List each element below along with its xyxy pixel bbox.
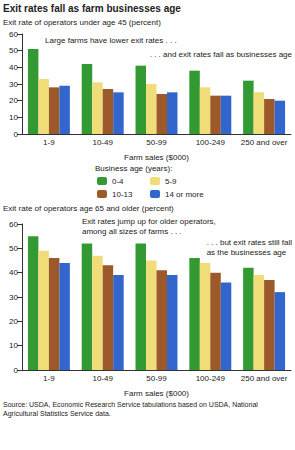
svg-text:100-249: 100-249 xyxy=(196,138,226,147)
svg-text:60: 60 xyxy=(9,220,18,229)
svg-text:5-9: 5-9 xyxy=(165,177,177,186)
svg-text:50-99: 50-99 xyxy=(146,374,167,383)
svg-text:1-9: 1-9 xyxy=(43,138,55,147)
svg-text:1-9: 1-9 xyxy=(43,374,55,383)
svg-text:20: 20 xyxy=(9,96,18,105)
svg-text:10-49: 10-49 xyxy=(92,138,113,147)
svg-text:Business age (years):: Business age (years): xyxy=(95,164,172,173)
svg-text:10: 10 xyxy=(9,341,18,350)
svg-text:Exit rate of operators under a: Exit rate of operators under age 45 (per… xyxy=(3,18,161,27)
svg-text:0: 0 xyxy=(14,130,19,139)
svg-text:0: 0 xyxy=(14,366,19,375)
svg-text:40: 40 xyxy=(9,268,18,277)
svg-text:Large farms have lower exit ra: Large farms have lower exit rates . . . xyxy=(45,36,177,45)
svg-text:40: 40 xyxy=(9,63,18,72)
svg-text:50: 50 xyxy=(9,244,18,253)
svg-text:Exit rates fall as farm busine: Exit rates fall as farm businesses age xyxy=(3,3,181,14)
svg-text:10-49: 10-49 xyxy=(92,374,113,383)
svg-text:30: 30 xyxy=(9,80,18,89)
svg-text:Source: USDA, Economic Researc: Source: USDA, Economic Research Service … xyxy=(3,401,260,408)
svg-text:10-13: 10-13 xyxy=(112,190,133,199)
svg-text:30: 30 xyxy=(9,293,18,302)
svg-text:250 and over: 250 and over xyxy=(241,374,288,383)
svg-text:50-99: 50-99 xyxy=(146,138,167,147)
svg-text:0-4: 0-4 xyxy=(112,177,124,186)
svg-text:Exit rates jump up for older o: Exit rates jump up for older operators, xyxy=(82,217,216,226)
svg-text:250 and over: 250 and over xyxy=(241,138,288,147)
svg-text:. . . and exit rates fall as b: . . . and exit rates fall as businesses … xyxy=(150,50,293,59)
svg-text:50: 50 xyxy=(9,46,18,55)
svg-text:. . . but exit rates still fal: . . . but exit rates still fall xyxy=(207,238,293,247)
svg-text:10: 10 xyxy=(9,113,18,122)
svg-text:Agricultural Statistics Servic: Agricultural Statistics Service data. xyxy=(3,410,111,418)
svg-text:Farm sales ($000): Farm sales ($000) xyxy=(124,389,189,398)
svg-text:as the businesses age: as the businesses age xyxy=(207,248,287,257)
svg-text:14 or more: 14 or more xyxy=(165,190,204,199)
svg-text:60: 60 xyxy=(9,30,18,39)
svg-text:20: 20 xyxy=(9,317,18,326)
svg-text:Exit rate of operators age 65: Exit rate of operators age 65 and older … xyxy=(3,204,174,213)
svg-text:100-249: 100-249 xyxy=(196,374,226,383)
svg-text:Farm sales ($000): Farm sales ($000) xyxy=(124,153,189,162)
svg-text:among all sizes of farms . . .: among all sizes of farms . . . xyxy=(82,227,182,236)
